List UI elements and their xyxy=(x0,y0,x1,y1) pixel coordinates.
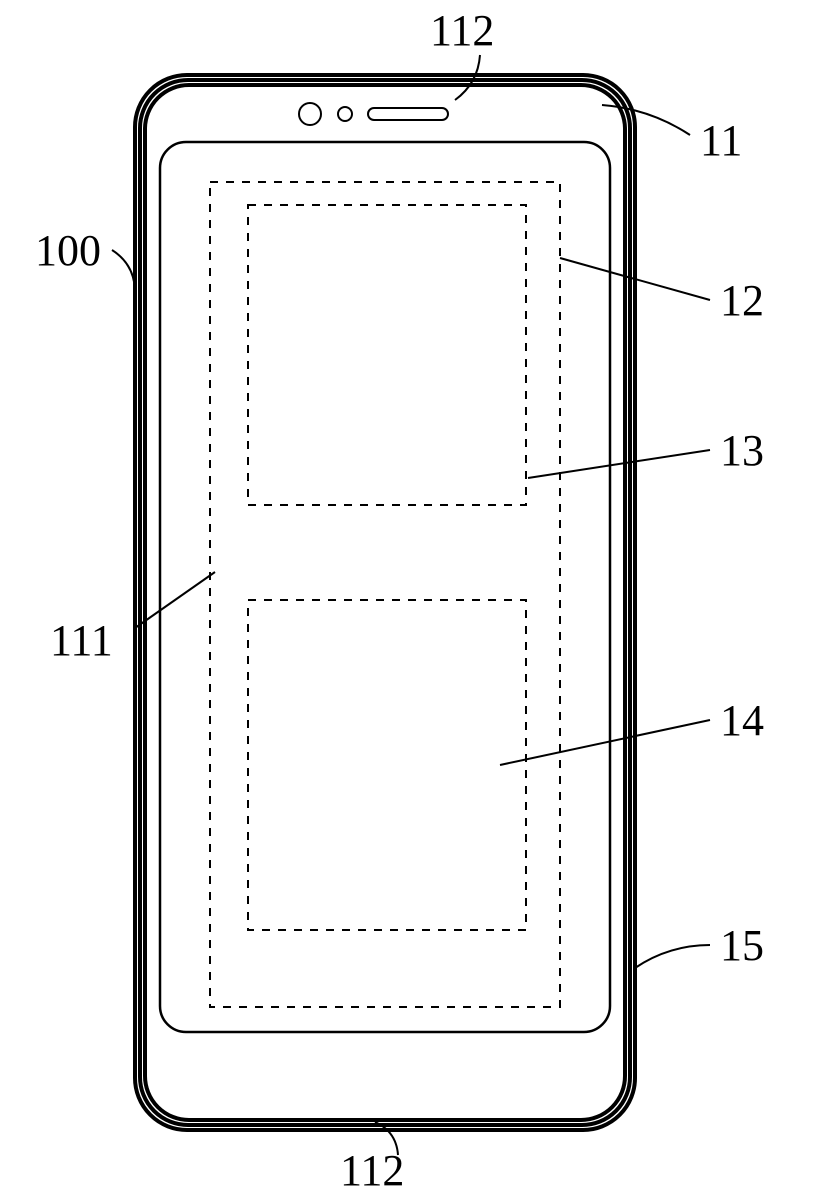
label-l112_top: 112 xyxy=(430,6,494,55)
label-l15: 15 xyxy=(720,921,764,970)
label-l112_bot: 112 xyxy=(340,1146,404,1195)
label-l111: 111 xyxy=(50,616,113,665)
label-l11: 11 xyxy=(700,116,742,165)
label-l100: 100 xyxy=(35,226,101,275)
label-l12: 12 xyxy=(720,276,764,325)
label-l13: 13 xyxy=(720,426,764,475)
label-l14: 14 xyxy=(720,696,764,745)
canvas-background xyxy=(0,0,835,1197)
